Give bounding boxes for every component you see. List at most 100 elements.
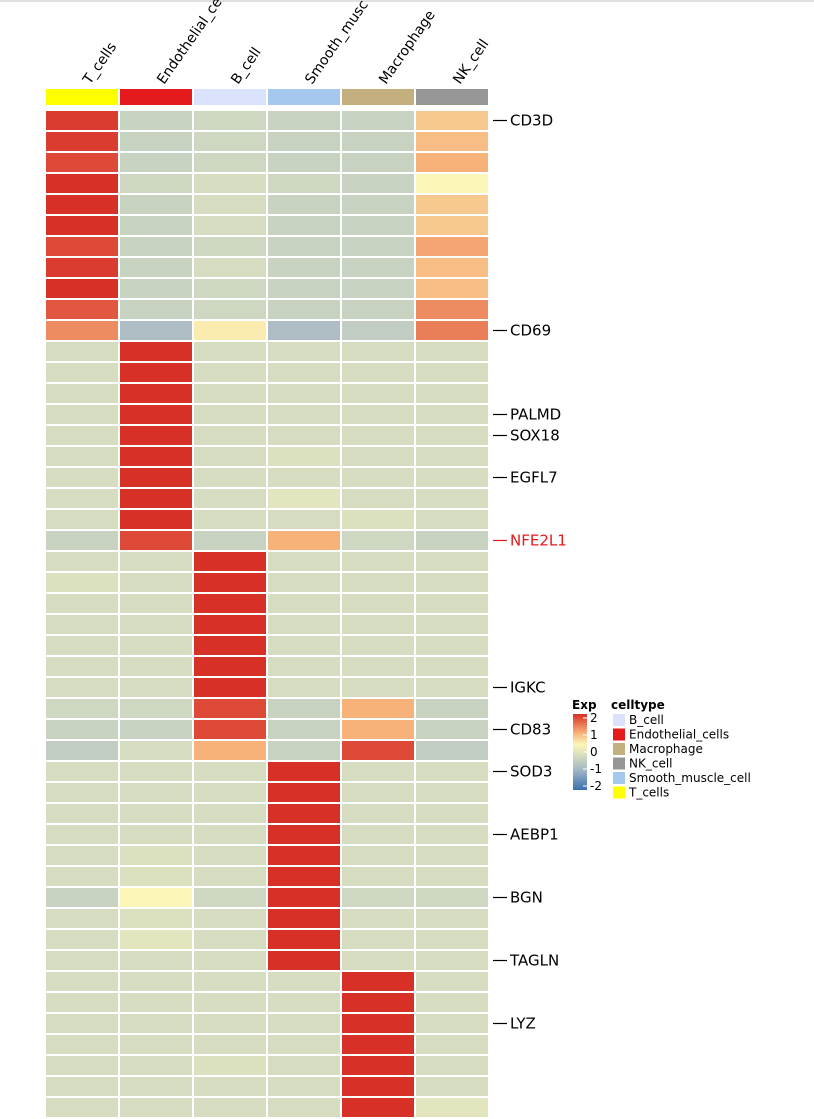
heatmap-cell (120, 888, 192, 907)
legend-exp-ticks: 2 1 0 -1 -2 (583, 711, 602, 793)
heatmap-cell (120, 762, 192, 781)
heatmap-cell (416, 825, 488, 844)
heatmap-cell (194, 153, 266, 172)
annotation-Macrophage (342, 89, 414, 105)
heatmap-cell (416, 258, 488, 277)
heatmap-cell (268, 1056, 340, 1075)
heatmap-cell (268, 951, 340, 970)
legend-label-NK_cell: NK_cell (629, 757, 673, 771)
row-label-SOX18: SOX18 (510, 427, 560, 445)
heatmap-cell (416, 153, 488, 172)
column-label-5: NK_cell (450, 37, 492, 88)
heatmap-cell (194, 1077, 266, 1096)
heatmap-cell (416, 888, 488, 907)
heatmap-cell (46, 657, 118, 676)
heatmap-cell (416, 762, 488, 781)
heatmap-cell (416, 846, 488, 865)
row-label-LYZ: LYZ (510, 1015, 536, 1033)
row-label-PALMD: PALMD (510, 406, 561, 424)
heatmap-cell (268, 678, 340, 697)
heatmap-cell (46, 573, 118, 592)
heatmap-cell (120, 1056, 192, 1075)
heatmap-cell (194, 132, 266, 151)
heatmap-cell (120, 573, 192, 592)
heatmap-cell (46, 615, 118, 634)
legend-swatch-NK_cell (613, 757, 625, 770)
heatmap-cell (342, 762, 414, 781)
heatmap-cell (416, 279, 488, 298)
heatmap-cell (46, 321, 118, 340)
heatmap-cell (194, 447, 266, 466)
heatmap-cell (120, 657, 192, 676)
heatmap-cell (342, 804, 414, 823)
heatmap-cell (416, 804, 488, 823)
heatmap-cell (194, 384, 266, 403)
legend-label-Macrophage: Macrophage (629, 742, 703, 756)
heatmap-cell (194, 930, 266, 949)
legend-exp-tick-label: -1 (590, 762, 602, 776)
heatmap-cell (46, 1098, 118, 1117)
heatmap-cell (416, 594, 488, 613)
heatmap-cell (342, 174, 414, 193)
heatmap-cell (46, 930, 118, 949)
heatmap-cell (46, 1056, 118, 1075)
heatmap-cell (416, 111, 488, 130)
heatmap-cell (120, 804, 192, 823)
legend-label-Smooth_muscle_cell: Smooth_muscle_cell (629, 771, 751, 785)
heatmap-cell (342, 195, 414, 214)
heatmap-cell (342, 783, 414, 802)
heatmap-cell (416, 468, 488, 487)
heatmap-cell (268, 825, 340, 844)
heatmap-cell (120, 321, 192, 340)
heatmap-cell (416, 1098, 488, 1117)
heatmap-cell (416, 573, 488, 592)
heatmap-cell (416, 384, 488, 403)
window-top-border (0, 0, 814, 2)
row-label-CD83: CD83 (510, 721, 551, 739)
heatmap-cell (416, 741, 488, 760)
heatmap-cell (46, 489, 118, 508)
heatmap-cell (46, 846, 118, 865)
heatmap-cell (194, 300, 266, 319)
heatmap-cell (194, 678, 266, 697)
heatmap-cell (342, 132, 414, 151)
heatmap-cell (416, 531, 488, 550)
heatmap-cell (342, 888, 414, 907)
heatmap-cell (46, 300, 118, 319)
column-label-0: T_cells (80, 40, 121, 88)
heatmap-cell (120, 468, 192, 487)
heatmap-cell (46, 384, 118, 403)
heatmap-cell (342, 867, 414, 886)
heatmap-cell (120, 258, 192, 277)
legend-exp-title: Exp (572, 698, 597, 712)
heatmap-cell (46, 1077, 118, 1096)
heatmap-cell (416, 132, 488, 151)
heatmap-cell (342, 111, 414, 130)
heatmap-cell (194, 972, 266, 991)
heatmap-cell (416, 405, 488, 424)
heatmap-cell (268, 594, 340, 613)
heatmap-cell (194, 195, 266, 214)
heatmap-cell (268, 783, 340, 802)
heatmap-cell (342, 447, 414, 466)
heatmap-cell (46, 552, 118, 571)
row-labels: CD3D CD69 PALMD SOX18 EGFL7 NFE2L1 IGKC CD83 SOD… (493, 112, 567, 1033)
heatmap-cell (342, 1077, 414, 1096)
heatmap-cell (194, 615, 266, 634)
row-label-EGFL7: EGFL7 (510, 469, 558, 487)
heatmap-cell (416, 300, 488, 319)
heatmap-cell (120, 699, 192, 718)
legend-exp-tick-label: -2 (590, 779, 602, 793)
heatmap-cell (416, 699, 488, 718)
row-label-NFE2L1: NFE2L1 (510, 532, 567, 550)
heatmap-cell (416, 426, 488, 445)
heatmap-cell (46, 951, 118, 970)
heatmap-cell (268, 300, 340, 319)
heatmap-cell (342, 531, 414, 550)
heatmap-cell (120, 216, 192, 235)
legend: Exp 2 1 0 -1 -2 celltype B_cellEndothelial_c… (572, 698, 751, 800)
heatmap-cell (268, 258, 340, 277)
heatmap-cell (194, 741, 266, 760)
heatmap-cell (120, 993, 192, 1012)
